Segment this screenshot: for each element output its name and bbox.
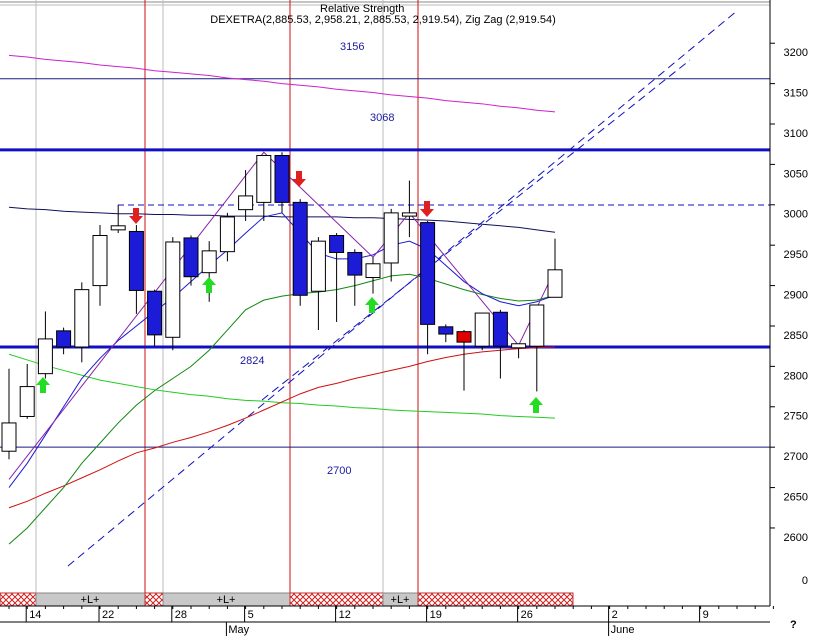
moving-average [8, 54, 556, 113]
level-label: 2824 [240, 355, 264, 367]
y-tick-label: 2800 [784, 370, 808, 382]
candle-body [329, 235, 345, 253]
levels: 3156 3068 2824 2700 [0, 41, 770, 477]
x-tick-label: 14 [29, 609, 41, 621]
y-tick-label: 2700 [784, 451, 808, 463]
candle-body [420, 222, 436, 325]
vertical-markers [35, 0, 419, 606]
chart-subtitle: DEXETRA(2,885.53, 2,958.21, 2,885.53, 2,… [210, 14, 556, 26]
candle-body [19, 386, 35, 417]
candle-body [165, 241, 181, 338]
candle-body [365, 263, 381, 279]
level-label: 2700 [327, 465, 351, 477]
moving-average [8, 206, 556, 233]
x-tick-label: 9 [703, 609, 709, 621]
candle-body [92, 235, 108, 287]
month-label: June [611, 624, 635, 636]
x-tick-label: 28 [175, 609, 187, 621]
x-tick-label: 12 [339, 609, 351, 621]
level-label: 3068 [370, 112, 394, 124]
trend-line [67, 9, 739, 567]
buy-arrow [36, 377, 50, 393]
candle-body [347, 251, 363, 276]
candle-body [183, 237, 199, 278]
candle-body [456, 331, 472, 343]
candle-body [401, 212, 417, 217]
candle-body [292, 201, 308, 296]
candle-body [274, 155, 290, 203]
moving-average [8, 353, 556, 419]
x-tick-label: 26 [521, 609, 533, 621]
drawings [67, 9, 770, 567]
band-short [417, 592, 574, 607]
candle-body [37, 338, 53, 375]
candle-body [438, 326, 454, 335]
band-label: +L+ [391, 594, 410, 606]
candle-body [310, 240, 326, 292]
moving-average [8, 273, 556, 545]
buy-arrow [202, 277, 216, 293]
x-tick-label: 5 [248, 609, 254, 621]
band-short [289, 592, 384, 607]
x-tick-label: 22 [102, 609, 114, 621]
x-tick-label: 2 [612, 609, 618, 621]
candle-body [492, 311, 508, 347]
candle-body [110, 225, 126, 231]
candle-body [474, 312, 490, 347]
candle-body [383, 212, 399, 264]
y-tick-label: 3200 [784, 47, 808, 59]
signal-arrows [36, 171, 543, 413]
candle-body [147, 290, 163, 336]
candle-body [238, 195, 254, 211]
month-label: May [228, 624, 249, 636]
candle-body [511, 343, 527, 349]
candle-body [1, 422, 17, 452]
sell-arrow [420, 201, 434, 217]
buy-arrow [365, 297, 379, 313]
y-axis-end-label: 0 [802, 575, 808, 587]
axis-labels: 3200315031003050300029502900285028002750… [8, 42, 808, 636]
buy-arrow [529, 397, 543, 413]
y-tick-label: 2900 [784, 289, 808, 301]
y-tick-label: 3050 [784, 168, 808, 180]
candle-body [128, 230, 144, 291]
y-tick-label: 3100 [784, 128, 808, 140]
sell-arrow [292, 171, 306, 187]
y-tick-label: 2650 [784, 491, 808, 503]
band-label: +L+ [217, 594, 236, 606]
level-label: 3156 [340, 41, 364, 53]
y-tick-label: 3000 [784, 209, 808, 221]
candle-body [256, 155, 272, 203]
signal-band: +L+ +L+ +L+ [0, 592, 574, 607]
band-short [144, 592, 164, 607]
x-tick-label: 19 [430, 609, 442, 621]
band-label: +L+ [81, 594, 100, 606]
y-tick-label: 2850 [784, 330, 808, 342]
axes [0, 0, 771, 623]
candle-body [219, 216, 235, 253]
y-tick-label: 2950 [784, 249, 808, 261]
candles [1, 152, 563, 460]
trend-line [261, 59, 691, 401]
candle-body [529, 304, 545, 347]
candle-body [547, 269, 563, 298]
sell-arrow [129, 208, 143, 224]
header-lines [0, 1, 770, 6]
y-tick-label: 3150 [784, 88, 808, 100]
y-tick-label: 2750 [784, 411, 808, 423]
y-tick-label: 2600 [784, 532, 808, 544]
chart-title: Relative Strength [320, 3, 404, 15]
band-short [0, 592, 37, 607]
candle-body [201, 250, 217, 274]
candle-body [56, 330, 72, 348]
candle-body [74, 289, 90, 348]
help-button[interactable]: ? [790, 619, 797, 631]
